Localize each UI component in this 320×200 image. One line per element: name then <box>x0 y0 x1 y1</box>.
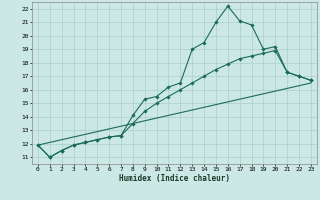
X-axis label: Humidex (Indice chaleur): Humidex (Indice chaleur) <box>119 174 230 183</box>
